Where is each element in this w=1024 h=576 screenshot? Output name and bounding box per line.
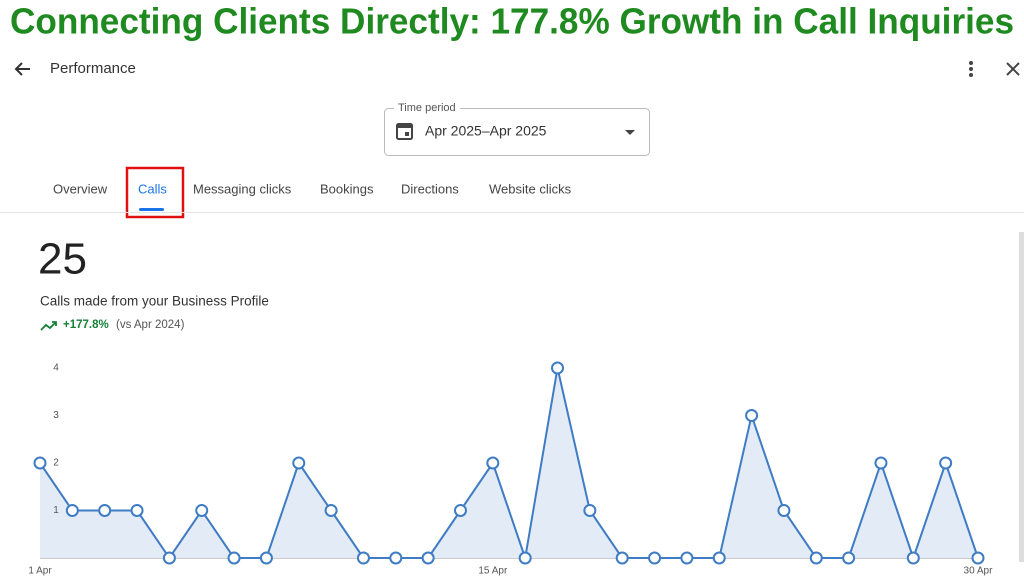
tab[interactable]: Messaging clicks	[193, 181, 292, 196]
metric-value: 25	[38, 235, 87, 284]
point	[98, 504, 112, 517]
dropdown-arrow	[625, 130, 635, 135]
point	[356, 551, 370, 565]
time-period-label: Time period	[398, 102, 456, 114]
point	[906, 551, 920, 565]
close-button[interactable]	[1006, 62, 1020, 76]
label-bg	[394, 101, 460, 115]
back-button[interactable]	[14, 62, 30, 76]
x-tick-label: 1 Apr	[28, 566, 52, 576]
active-tab-indicator	[139, 208, 164, 211]
tab[interactable]: Overview	[53, 181, 108, 196]
point	[195, 504, 209, 517]
time-period-value: Apr 2025–Apr 2025	[425, 123, 547, 139]
point	[518, 551, 532, 565]
point	[551, 361, 565, 375]
y-tick-label: 2	[53, 458, 59, 469]
metric-comparison: (vs Apr 2024)	[116, 319, 185, 331]
point	[292, 456, 306, 470]
tab[interactable]: Calls	[138, 181, 167, 196]
point	[389, 551, 403, 565]
y-tick-label: 1	[53, 505, 59, 516]
point	[842, 551, 856, 565]
point	[486, 456, 500, 470]
point	[939, 456, 953, 470]
time-period-select[interactable]	[384, 108, 650, 156]
point	[65, 504, 79, 517]
x-tick-label: 30 Apr	[964, 566, 994, 576]
tab[interactable]: Bookings	[320, 181, 374, 196]
point	[648, 551, 662, 565]
highlight-box	[125, 166, 185, 219]
y-tick-label: 3	[53, 410, 59, 421]
headline: Connecting Clients Directly: 177.8% Grow…	[10, 1, 1014, 42]
point	[162, 551, 176, 565]
y-tick-label: 4	[53, 363, 59, 374]
point	[324, 504, 338, 517]
scrollbar	[1019, 232, 1024, 562]
tab[interactable]: Directions	[401, 181, 459, 196]
point	[680, 551, 694, 565]
point	[259, 551, 273, 565]
metric-description: Calls made from your Business Profile	[40, 294, 269, 309]
point	[130, 504, 144, 517]
point	[745, 409, 759, 422]
metric-change: +177.8%	[63, 319, 109, 331]
more-button[interactable]	[969, 61, 973, 77]
nav-title: Performance	[50, 60, 136, 77]
point	[33, 456, 47, 470]
area	[40, 368, 978, 558]
point	[971, 551, 985, 565]
tab[interactable]: Website clicks	[489, 181, 572, 196]
point	[874, 456, 888, 470]
point	[421, 551, 435, 565]
point	[583, 504, 597, 517]
trend-icon	[40, 321, 57, 331]
point	[809, 551, 823, 565]
x-tick-label: 15 Apr	[478, 566, 508, 576]
point	[227, 551, 241, 565]
point	[712, 551, 726, 565]
point	[615, 551, 629, 565]
point	[777, 504, 791, 517]
point	[453, 504, 467, 517]
calendar-icon	[396, 123, 413, 140]
